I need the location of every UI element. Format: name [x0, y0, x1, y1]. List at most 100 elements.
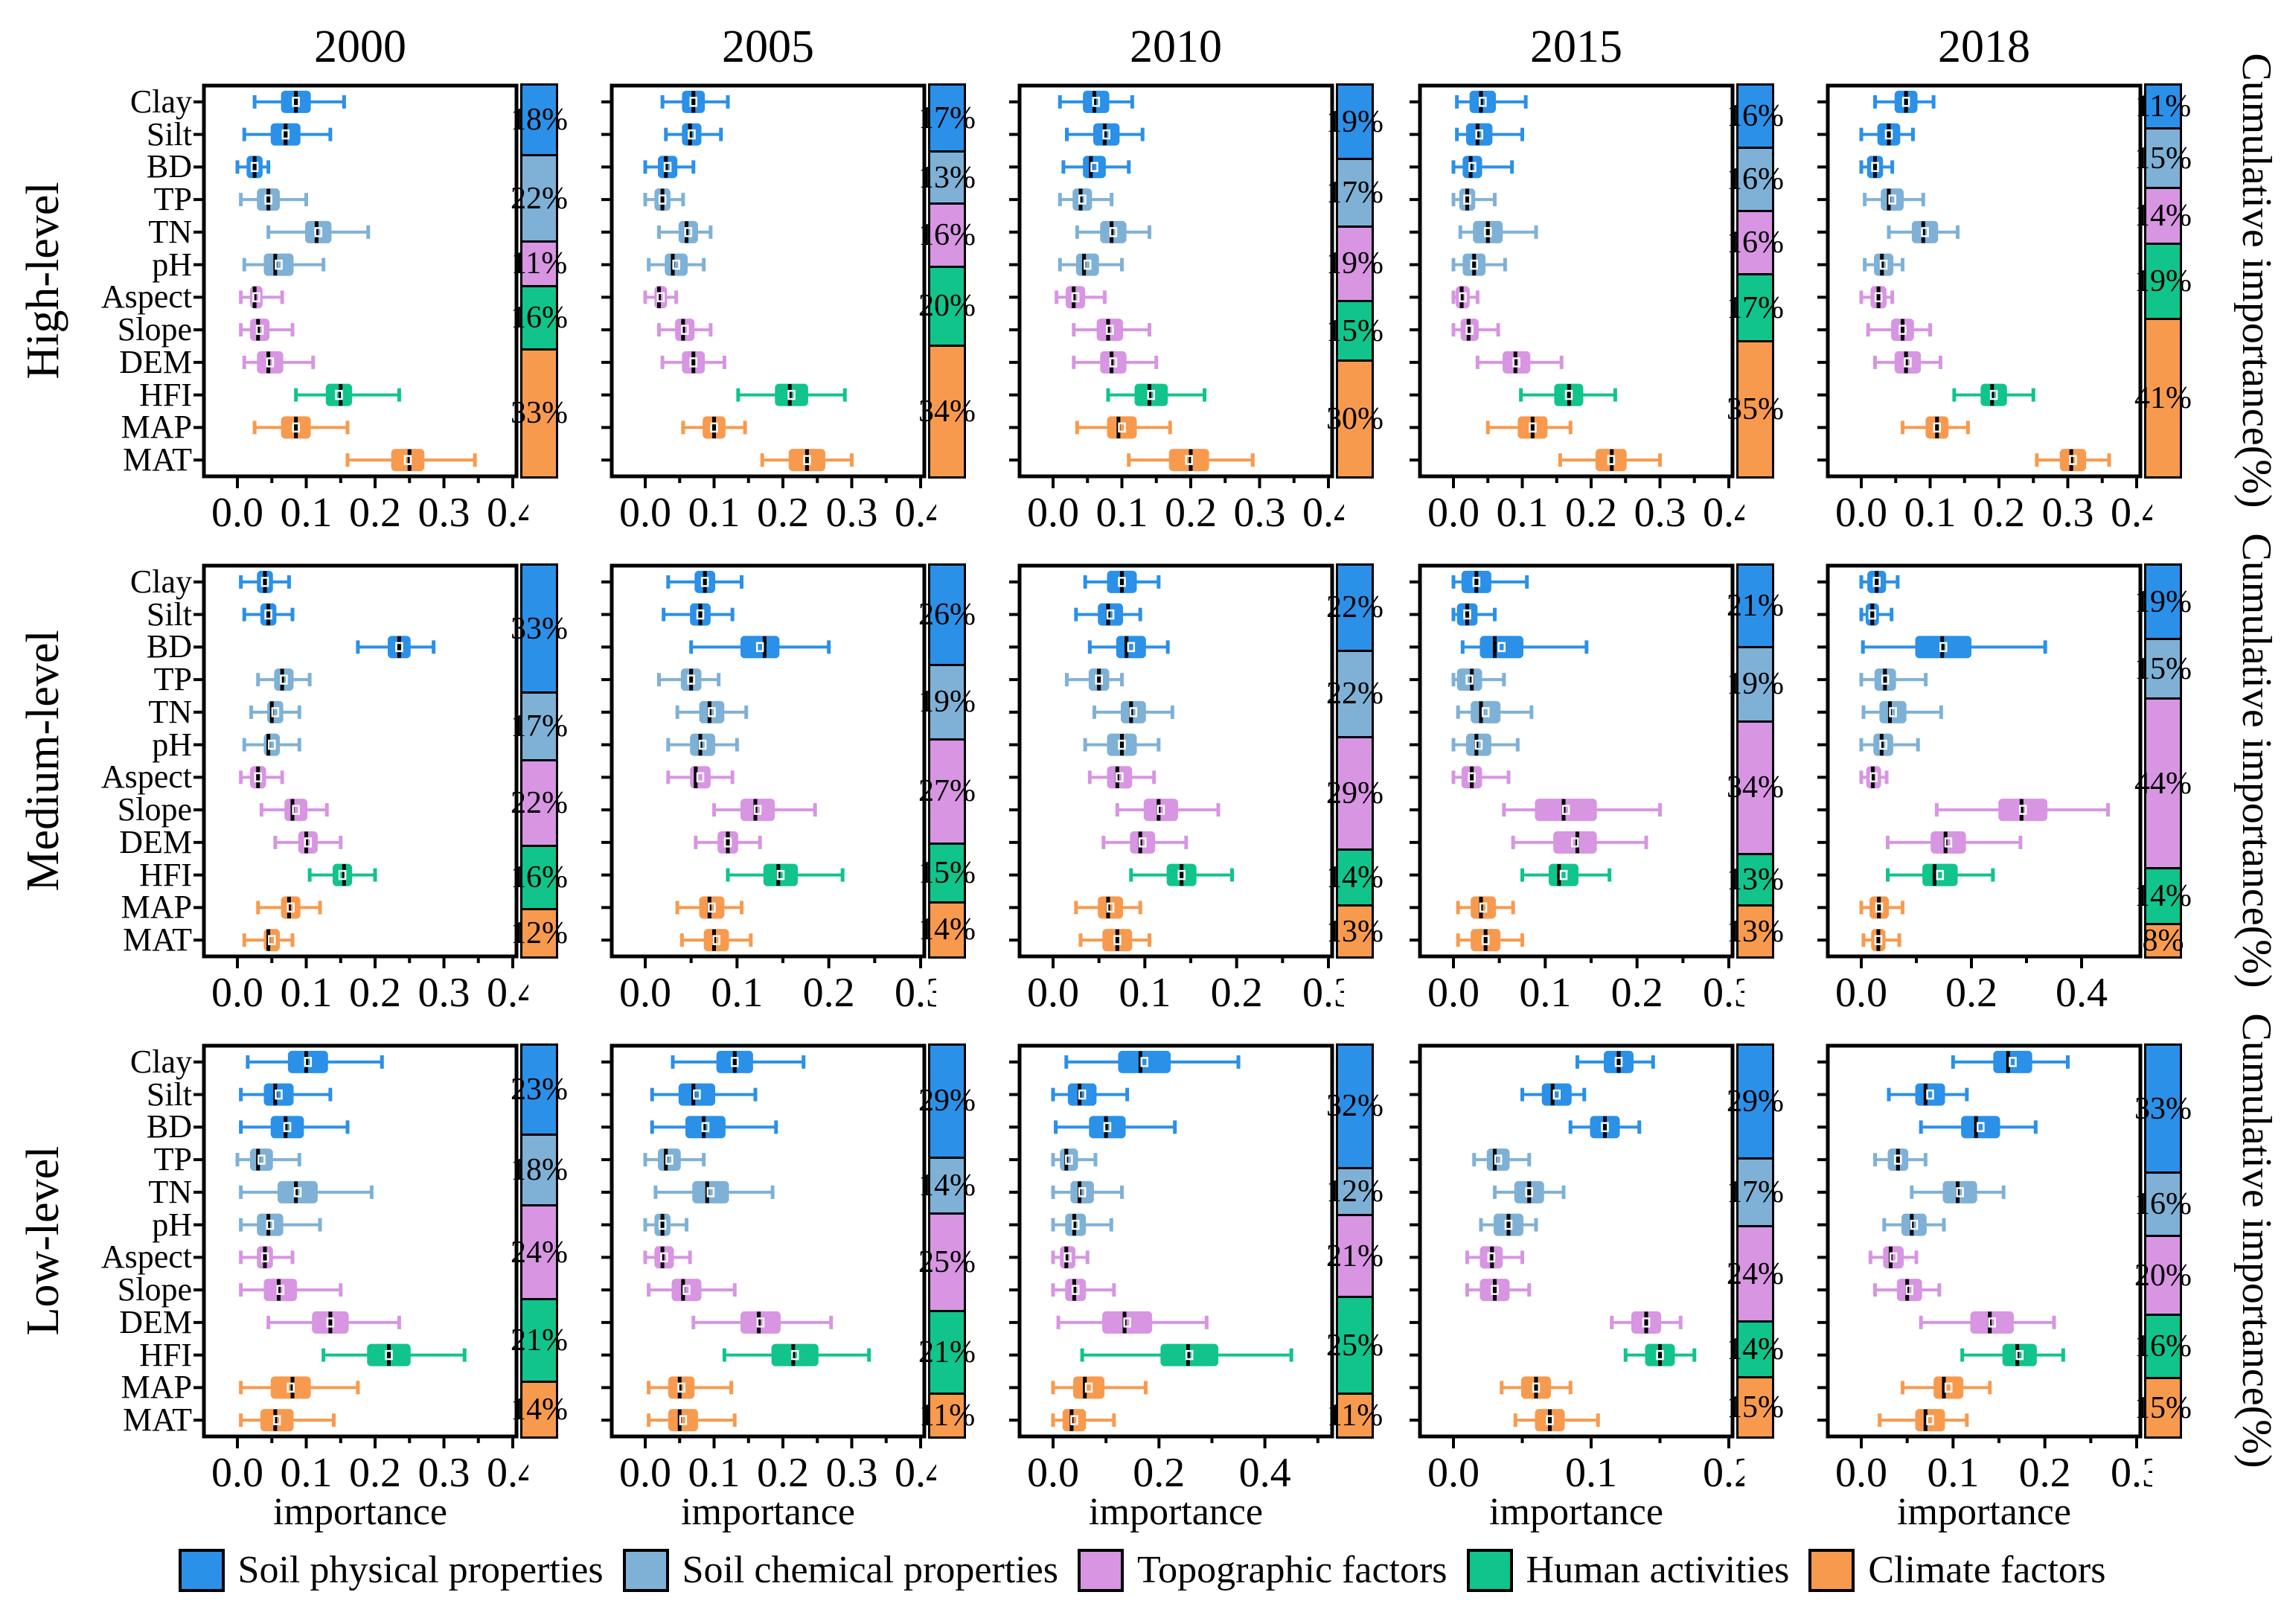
- variable-label-TN: TN: [148, 1173, 192, 1210]
- boxplot-Clay: [660, 90, 730, 113]
- cumulative-percent-label: 19%: [2134, 263, 2192, 298]
- mean-marker: [268, 935, 276, 945]
- panel-low-2018: 0.0 0.1 0.2 0.3: [1817, 1043, 2152, 1496]
- cumulative-segment: 22%: [1326, 566, 1383, 650]
- cumulative-percent-label: 34%: [918, 394, 976, 429]
- cumulative-percent-label: 15%: [1727, 1390, 1784, 1425]
- mean-marker: [1889, 707, 1897, 717]
- mean-marker: [1468, 162, 1477, 173]
- mean-marker: [385, 1349, 393, 1361]
- mean-marker: [1491, 1285, 1499, 1295]
- variable-label-TP: TP: [153, 661, 192, 698]
- panel-high-2015: 0.0 0.1 0.2 0.3 0.4: [1410, 83, 1744, 536]
- boxplot-Slope: [1465, 1279, 1532, 1302]
- mean-marker: [1879, 739, 1887, 750]
- mean-marker: [701, 1122, 710, 1133]
- cumulative-percent-label: 25%: [1326, 1328, 1383, 1363]
- boxplot-pH: [242, 253, 326, 276]
- variable-label-pH: pH: [152, 246, 192, 283]
- mean-marker: [663, 162, 672, 173]
- boxplot-Aspect: [1859, 766, 1889, 789]
- boxplot-Clay: [1064, 1050, 1241, 1073]
- cumulative-bar-low-level-2005: 29% 14% 25% 21% 11%: [918, 1043, 976, 1439]
- boxplot-DEM: [1919, 1311, 2056, 1334]
- boxplot-Slope: [712, 799, 817, 822]
- mean-marker: [1078, 1089, 1087, 1100]
- mean-marker: [1571, 837, 1579, 848]
- cumulative-percent-label: 15%: [2134, 1390, 2192, 1425]
- x-tick-label: 0.2: [1211, 970, 1263, 1016]
- x-tick-label: 0.0: [1027, 1450, 1079, 1496]
- boxplot-DEM: [1056, 1311, 1209, 1334]
- boxplot-MAT: [1878, 1409, 1969, 1432]
- mean-marker: [1095, 674, 1103, 685]
- cumulative-percent-label: 19%: [1326, 246, 1383, 281]
- cumulative-percent-label: 22%: [511, 785, 568, 820]
- mean-marker: [1109, 227, 1118, 237]
- boxplot-Silt: [650, 1083, 758, 1106]
- x-tick-label: 0.3: [1302, 970, 1344, 1016]
- boxplot-DEM: [1101, 831, 1189, 854]
- boxplot-TN: [657, 220, 713, 243]
- boxplot-Slope: [239, 1279, 343, 1302]
- mean-marker: [1512, 357, 1520, 368]
- mean-marker: [700, 577, 709, 587]
- boxplot-DEM: [1610, 1311, 1683, 1334]
- mean-marker: [1479, 902, 1488, 913]
- panel-medium-2015: 0.0 0.1 0.2 0.3: [1410, 563, 1744, 1016]
- cumulative-percent-label: 22%: [1326, 677, 1383, 712]
- cumulative-segment: 19%: [2134, 566, 2192, 639]
- mean-marker: [1901, 97, 1910, 107]
- legend-label: Soil chemical properties: [682, 1549, 1058, 1591]
- mean-marker: [1463, 609, 1471, 620]
- cumulative-segment: 16%: [1727, 86, 1784, 147]
- variable-label-pH: pH: [152, 726, 192, 763]
- mean-marker: [1529, 422, 1537, 433]
- boxplot-HFI: [1129, 863, 1234, 886]
- mean-marker: [689, 357, 697, 368]
- cumulative-percent-label: 19%: [1326, 104, 1383, 139]
- mean-marker: [1106, 325, 1114, 335]
- mean-marker: [1065, 1154, 1073, 1165]
- boxplot-MAP: [681, 416, 747, 439]
- variable-label-DEM: DEM: [119, 343, 192, 380]
- x-tick-label: 0.3: [2111, 1450, 2152, 1496]
- x-tick-label: 0.4: [487, 490, 528, 536]
- boxplot-MAP: [239, 1376, 360, 1399]
- mean-marker: [292, 422, 300, 433]
- cumulative-percent-label: 13%: [1326, 914, 1383, 949]
- cumulative-segment: 18%: [511, 86, 568, 155]
- boxplot-HFI: [1960, 1343, 2065, 1366]
- cumulative-segment: 16%: [1727, 147, 1784, 211]
- mean-marker: [1910, 1219, 1919, 1230]
- mean-marker: [1071, 1285, 1080, 1295]
- cumulative-percent-label: 21%: [918, 1334, 976, 1369]
- boxplot-TN: [1887, 220, 1960, 243]
- x-tick-label: 0.4: [2056, 970, 2108, 1016]
- mean-marker: [1472, 577, 1481, 587]
- cumulative-segment: 11%: [2135, 86, 2191, 128]
- cumulative-segment: 17%: [511, 691, 568, 759]
- mean-marker: [1559, 869, 1568, 880]
- boxplot-DEM: [694, 831, 762, 854]
- x-tick-label: 0.0: [1427, 490, 1480, 536]
- cumulative-segment: 14%: [918, 1156, 976, 1212]
- cumulative-percent-label: 15%: [2134, 141, 2192, 176]
- mean-marker: [304, 837, 313, 848]
- mean-marker: [1139, 837, 1147, 848]
- boxplot-BD: [1859, 156, 1895, 179]
- boxplot-Clay: [252, 90, 346, 113]
- legend-item-climate: Climate factors: [1808, 1548, 2105, 1592]
- boxplot-MAP: [256, 896, 322, 919]
- boxplot-MAP: [1500, 1376, 1573, 1399]
- mean-marker: [658, 1219, 667, 1230]
- mean-marker: [314, 227, 322, 237]
- mean-marker: [755, 642, 764, 653]
- mean-marker: [1118, 577, 1126, 587]
- variable-label-Silt: Silt: [146, 1075, 192, 1113]
- x-tick-label: 0.1: [281, 970, 333, 1016]
- mean-marker: [1871, 162, 1879, 173]
- x-tick-label: 0.3: [418, 970, 470, 1016]
- x-tick-label: 0.3: [1703, 970, 1744, 1016]
- boxplot-BD: [356, 636, 436, 659]
